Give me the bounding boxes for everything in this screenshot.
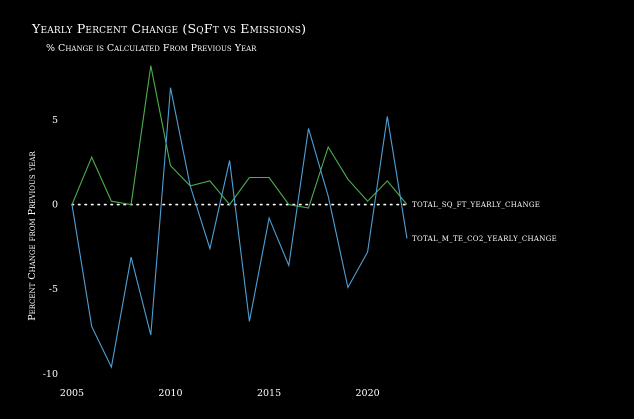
x-tick-label: 2015 (257, 388, 281, 399)
series-label-1: TOTAL_SQ_FT_YEARLY_CHANGE (412, 201, 540, 209)
y-tick-label: -5 (49, 284, 58, 295)
chart-title: Yearly Percent Change (SqFt vs Emissions… (31, 21, 306, 36)
y-tick-label: 0 (52, 200, 58, 211)
series-labels: TOTAL_SQ_FT_YEARLY_CHANGE TOTAL_M_TE_CO2_… (412, 201, 557, 243)
x-tick-labels: 2005 2010 2015 2020 (60, 388, 380, 399)
series-line-1 (71, 65, 408, 209)
x-tick-label: 2010 (158, 388, 182, 399)
y-tick-labels: 5 0 -5 -10 (43, 115, 58, 380)
chart-subtitle: % Change is Calculated From Previous Yea… (46, 43, 257, 54)
x-tick-label: 2020 (355, 388, 379, 399)
y-tick-label: -10 (43, 369, 58, 380)
series-lines (71, 65, 408, 369)
series-line-2 (71, 87, 408, 369)
y-axis-label: Percent Change from Previous year (27, 151, 38, 321)
series-label-2: TOTAL_M_TE_CO2_YEARLY_CHANGE (412, 235, 557, 243)
y-tick-label: 5 (52, 115, 58, 126)
x-tick-label: 2005 (60, 388, 84, 399)
